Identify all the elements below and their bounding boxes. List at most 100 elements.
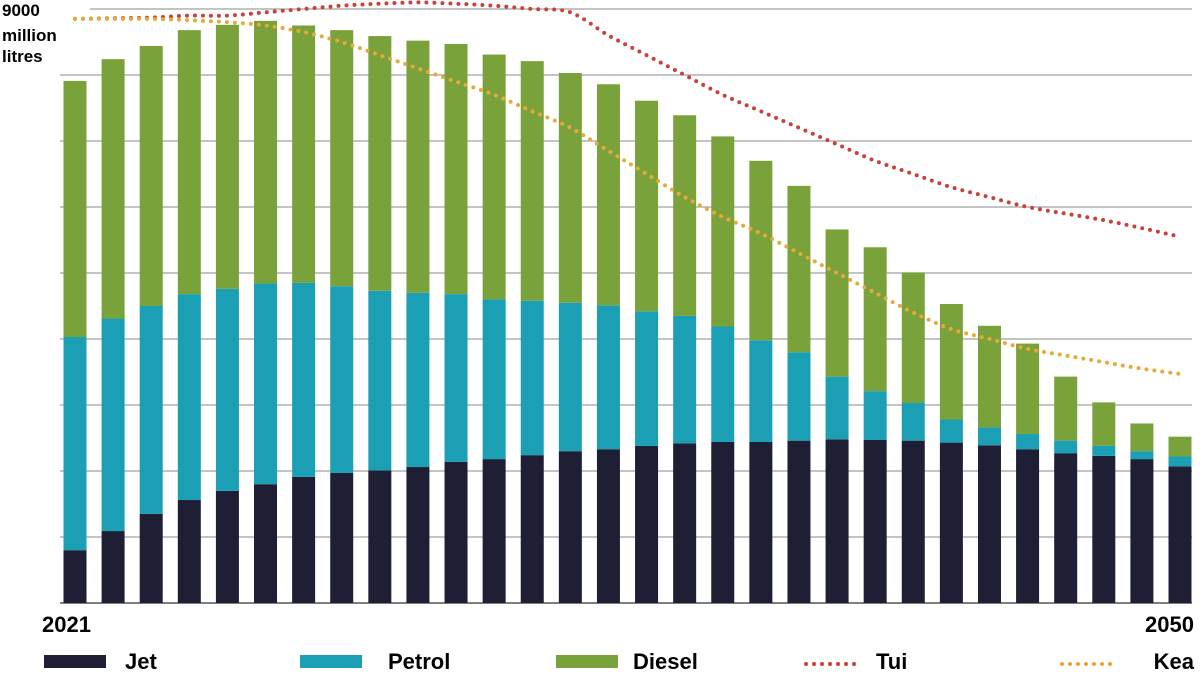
bar-diesel-2040 (787, 185, 811, 353)
bar-jet-2030 (406, 467, 430, 603)
bar-petrol-2048 (1092, 445, 1116, 456)
bar-jet-2048 (1092, 455, 1116, 603)
bar-jet-2034 (558, 451, 582, 603)
bar-petrol-2049 (1130, 451, 1154, 460)
bar-petrol-2044 (939, 419, 963, 443)
bar-diesel-2028 (330, 30, 354, 287)
bar-petrol-2022 (101, 318, 125, 532)
bar-jet-2043 (901, 440, 925, 603)
scenario-lines (73, 0, 1182, 376)
legend-swatch-petrol (300, 655, 362, 668)
bar-diesel-2025 (215, 24, 239, 289)
bar-jet-2040 (787, 440, 811, 603)
bar-diesel-2024 (177, 30, 201, 295)
bar-diesel-2021 (63, 80, 87, 338)
bar-petrol-2041 (825, 376, 849, 440)
bar-petrol-2033 (520, 300, 544, 456)
line-kea (73, 16, 1182, 376)
bar-petrol-2024 (177, 294, 201, 501)
bar-diesel-2034 (558, 73, 582, 303)
bar-petrol-2037 (673, 315, 697, 444)
bar-jet-2036 (635, 445, 659, 603)
legend-item-petrol: Petrol (300, 649, 450, 674)
bar-jet-2022 (101, 531, 125, 603)
bar-diesel-2048 (1092, 402, 1116, 446)
bar-petrol-2029 (368, 290, 392, 471)
bar-petrol-2023 (139, 306, 163, 514)
bar-jet-2042 (863, 439, 887, 603)
bar-petrol-2034 (558, 302, 582, 452)
bar-diesel-2046 (1016, 343, 1040, 435)
bar-diesel-2023 (139, 45, 163, 307)
legend-label-diesel: Diesel (633, 649, 698, 674)
bar-jet-2026 (254, 484, 278, 603)
legend-item-jet: Jet (44, 649, 157, 674)
bar-jet-2050 (1168, 466, 1192, 603)
bar-jet-2027 (292, 476, 316, 603)
bar-diesel-2030 (406, 40, 430, 293)
bar-diesel-2038 (711, 136, 735, 327)
bar-diesel-2035 (596, 84, 620, 306)
bar-diesel-2026 (254, 20, 278, 284)
bar-jet-2037 (673, 443, 697, 603)
bar-jet-2031 (444, 461, 468, 603)
bar-diesel-2047 (1054, 376, 1078, 441)
bar-petrol-2035 (596, 305, 620, 450)
bar-petrol-2047 (1054, 440, 1078, 454)
bar-diesel-2045 (977, 325, 1001, 428)
legend-item-diesel: Diesel (556, 649, 698, 674)
bar-diesel-2027 (292, 25, 316, 283)
bar-petrol-2045 (977, 427, 1001, 446)
bar-petrol-2050 (1168, 456, 1192, 467)
legend-swatch-jet (44, 655, 106, 668)
bar-petrol-2042 (863, 391, 887, 440)
bar-jet-2033 (520, 455, 544, 603)
bar-diesel-2022 (101, 59, 125, 319)
y-axis-label-line-3: litres (2, 47, 43, 66)
gridlines (60, 8, 1192, 604)
y-axis-label-line-1: 9000 (2, 1, 40, 20)
bar-diesel-2031 (444, 43, 468, 295)
bar-diesel-2049 (1130, 423, 1154, 452)
legend-label-tui: Tui (876, 649, 907, 674)
bar-jet-2039 (749, 441, 773, 603)
bar-jet-2028 (330, 472, 354, 603)
bar-petrol-2040 (787, 352, 811, 441)
bar-jet-2046 (1016, 449, 1040, 603)
bar-petrol-2028 (330, 286, 354, 473)
bar-petrol-2030 (406, 292, 430, 468)
bar-diesel-2044 (939, 304, 963, 420)
bar-petrol-2046 (1016, 434, 1040, 450)
legend-label-kea: Kea (1154, 649, 1195, 674)
bar-diesel-2041 (825, 229, 849, 377)
bar-jet-2041 (825, 439, 849, 603)
bar-stacks (63, 20, 1192, 603)
bar-jet-2029 (368, 470, 392, 603)
bar-jet-2038 (711, 441, 735, 603)
bar-diesel-2042 (863, 247, 887, 392)
bar-diesel-2033 (520, 61, 544, 301)
bar-petrol-2031 (444, 294, 468, 462)
bar-jet-2045 (977, 445, 1001, 603)
bar-petrol-2032 (482, 299, 506, 460)
bar-petrol-2021 (63, 337, 87, 551)
bar-jet-2047 (1054, 453, 1078, 603)
legend-item-tui: Tui (804, 649, 907, 674)
bar-petrol-2038 (711, 326, 735, 442)
y-axis-label-line-2: million (2, 26, 57, 45)
bar-jet-2021 (63, 550, 87, 603)
bar-diesel-2043 (901, 272, 925, 404)
bar-petrol-2043 (901, 403, 925, 441)
bar-diesel-2032 (482, 54, 506, 300)
bar-petrol-2036 (635, 311, 659, 446)
legend-label-petrol: Petrol (388, 649, 450, 674)
bar-jet-2044 (939, 442, 963, 603)
bar-jet-2024 (177, 500, 201, 603)
line-tui (73, 0, 1182, 239)
bar-diesel-2050 (1168, 436, 1192, 457)
bar-petrol-2025 (215, 288, 239, 491)
bar-petrol-2027 (292, 282, 316, 477)
bar-jet-2023 (139, 513, 163, 603)
x-tick-label-end: 2050 (1145, 612, 1194, 637)
